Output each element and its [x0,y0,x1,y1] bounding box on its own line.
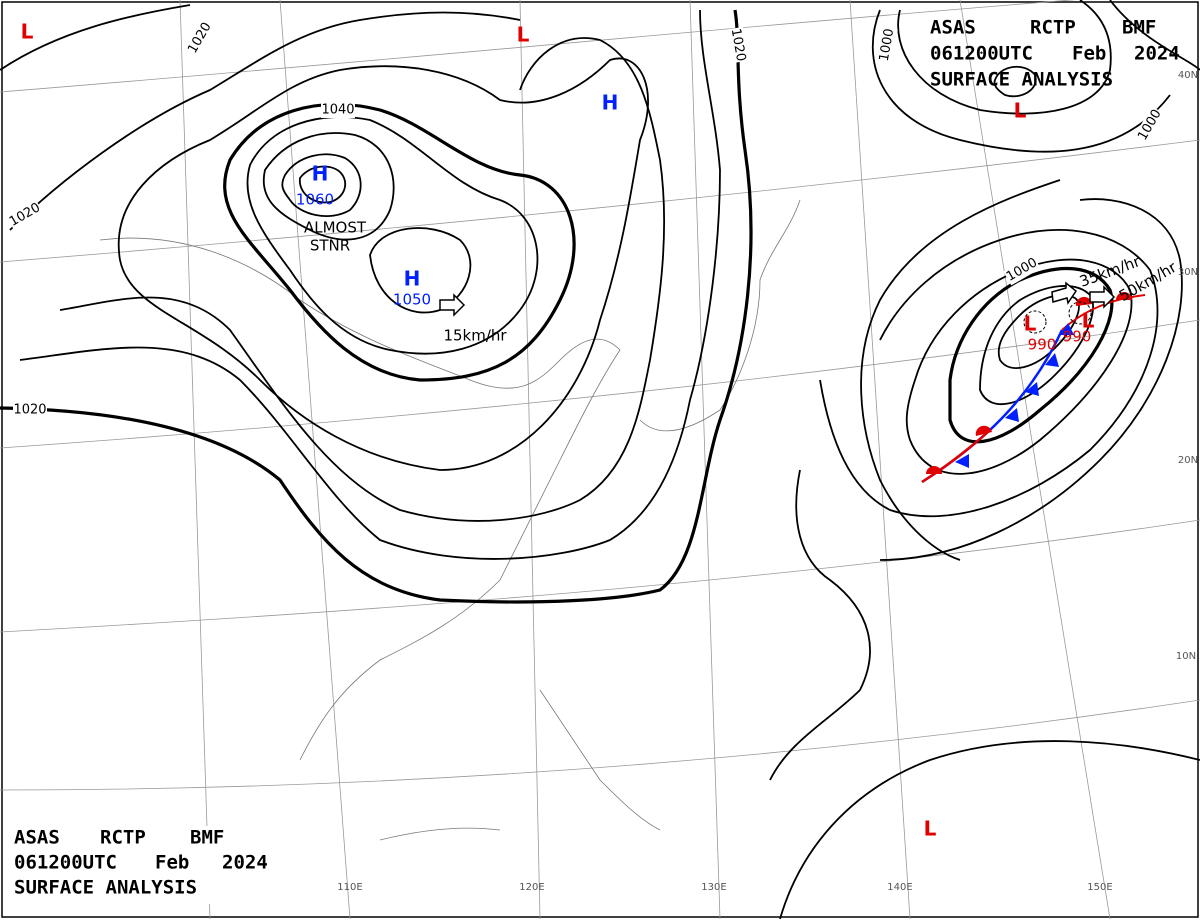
header-month: Feb [1072,43,1106,65]
low-center: L [517,23,530,47]
fronts [439,281,1146,484]
header-station: RCTP [1030,17,1076,39]
latitude-label: 30N [1178,267,1198,278]
footer-time: 061200UTC [14,852,117,874]
longitude-label: 130E [701,882,726,893]
isobar-label: 1000 [877,27,898,62]
high-center: H [602,91,619,115]
isobar-label-bg [876,26,898,64]
footer: ASAS RCTP BMF 061200UTC Feb 2024 SURFACE… [8,826,268,904]
header: ASAS RCTP BMF 061200UTC Feb 2024 SURFACE… [930,17,1180,91]
header-code: BMF [1122,17,1156,39]
low-center: L [1014,99,1027,123]
coastlines [99,199,801,841]
annotation: ALMOST [304,219,367,237]
center-pressure: 990 [1028,336,1057,354]
isobar-label-bg [1003,254,1041,286]
low-center: L [21,20,34,44]
latitude-label: 10N [1176,651,1196,662]
isobar-label: 1020 [728,27,749,62]
center-pressure: 1050 [393,291,431,309]
footer-month: Feb [155,852,189,874]
longitude-label: 150E [1087,882,1112,893]
center-pressure: 990 [1063,328,1092,346]
isobar-label-bg [184,19,216,57]
high-center: H [404,267,421,291]
footer-box [8,826,244,904]
annotation: STNR [310,237,350,255]
footer-agency: ASAS [14,827,60,849]
header-year: 2024 [1134,43,1180,65]
footer-code: BMF [190,827,224,849]
latitude-label: 20N [1178,455,1198,466]
footer-year: 2024 [222,852,268,874]
footer-station: RCTP [100,827,146,849]
longitude-label: 140E [887,882,912,893]
center-pressure: 1060 [296,191,334,209]
header-agency: ASAS [930,17,976,39]
header-title: SURFACE ANALYSIS [930,69,1113,91]
isobar-label-bg [321,102,355,118]
low-center: L [924,817,937,841]
isobar-label-bg [727,26,749,64]
longitude-label: 110E [337,882,362,893]
latitude-label: 40N [1178,70,1198,81]
header-time: 061200UTC [930,43,1033,65]
low-center: L [1024,312,1037,336]
isobar-label: 1020 [13,403,46,418]
longitude-label: 120E [519,882,544,893]
isobar-label-bg [1134,106,1166,144]
high-center: H [312,162,329,186]
isobar-label: 1040 [321,103,354,118]
isobar-label-bg [13,402,47,418]
low-center: L [1082,309,1095,333]
isobar-label-bg [6,199,44,231]
annotation: 15km/hr [443,327,507,345]
footer-title: SURFACE ANALYSIS [14,877,197,899]
